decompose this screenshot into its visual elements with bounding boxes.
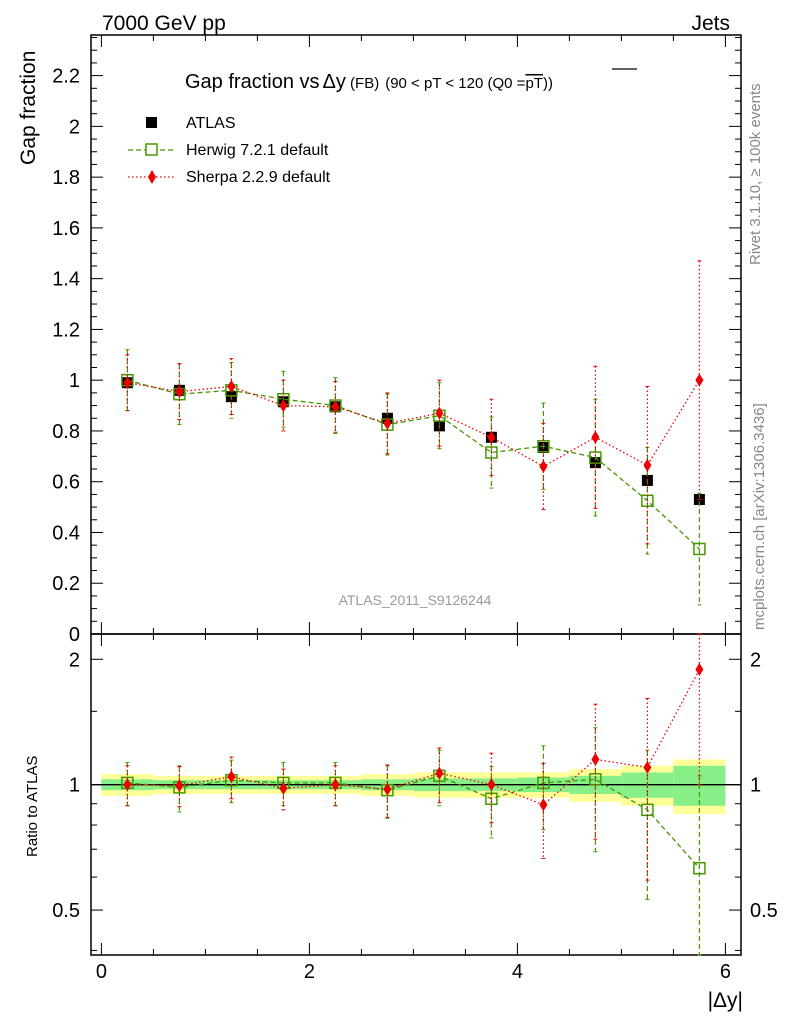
sherpa-point [279,399,288,413]
y-tick-label: 1.2 [52,319,80,341]
title-pt-bar: pT [525,75,543,92]
sherpa-point [227,380,236,394]
herwig-point [693,542,706,556]
sherpa-point [331,400,340,414]
herwig-point [485,446,498,459]
sherpa-ratio-point [435,766,444,780]
y-tick-label: 0.2 [52,573,80,595]
sherpa-point [695,373,704,387]
ratio-tick-label-left: 2 [69,649,80,671]
herwig-ratio-point [693,861,706,875]
sherpa-ratio-point [695,663,704,677]
y-axis-title: Gap fraction [17,51,40,165]
title-close: )) [543,75,553,92]
herwig-line [127,379,700,550]
legend: ATLAS Herwig 7.2.1 default Sherpa 2.2.9 … [128,115,331,186]
x-axis-title: |Δy| [708,989,743,1012]
sherpa-ratio-point [539,798,548,812]
sherpa-point [123,376,132,390]
title-delta: Δy [323,71,346,93]
mcplots-label: mcplots.cern.ch [arXiv:1306.3436] [751,403,768,630]
sherpa-ratio-point [487,778,496,792]
y-tick-label: 2.2 [52,66,80,88]
sherpa-point [383,416,392,430]
y-tick-label: 2 [69,116,80,138]
y-tick-label: 1.4 [52,269,80,291]
legend-sherpa-label: Sherpa 2.2.9 default [186,169,331,186]
header-right: Jets [691,12,730,35]
sherpa-point [643,458,652,472]
x-tick-label: 6 [720,961,731,983]
sherpa-point [175,385,184,399]
legend-herwig-label: Herwig 7.2.1 default [186,142,329,159]
ratio-tick-label-right: 1 [750,775,761,797]
sherpa-ratio-point [227,770,236,784]
axes-layer: 0 2 4 6 0 0.2 0.4 0.6 0.8 1 1.2 1.4 1.6 1.8 2 2.2 0.5 0.5… [52,34,778,983]
x-tick-label: 2 [304,961,315,983]
legend-herwig-marker [145,143,158,156]
title-cut: (90 < pT < 120 (Q0 = [385,75,525,92]
x-tick-label: 4 [512,961,523,983]
legend-sherpa-marker [148,170,156,184]
ratio-axis-title: Ratio to ATLAS [24,756,41,857]
sherpa-ratio-point [331,778,340,792]
marks-layer [121,260,706,956]
y-tick-label: 1 [69,370,80,392]
ratio-tick-label-right: 2 [750,649,761,671]
title-fb: (FB) [346,75,379,92]
herwig-ratio-line [127,775,700,869]
sherpa-point [539,459,548,473]
y-tick-label: 0 [69,624,80,646]
y-tick-label: 0.8 [52,421,80,443]
ratio-bands-layer [101,759,726,815]
analysis-watermark: ATLAS_2011_S9126244 [339,592,492,608]
sherpa-ratio-point [279,781,288,795]
legend-atlas-label: ATLAS [186,115,236,132]
sherpa-line [127,379,700,468]
legend-atlas-marker [146,117,157,128]
plot-title: Gap fraction vs Δy (FB) (90 < pT < 120 (Q0… [185,71,553,93]
sherpa-ratio-point [175,779,184,793]
ratio-tick-label-right: 0.5 [750,900,778,922]
sherpa-point [591,430,600,444]
ratio-plot-frame [90,633,742,956]
rivet-label: Rivet 3.1.10, ≥ 100k events [747,83,764,265]
header-left: 7000 GeV pp [102,12,226,35]
ratio-tick-label-left: 1 [69,775,80,797]
sherpa-ratio-point [591,752,600,766]
title-main: Gap fraction vs [185,71,320,93]
sherpa-ratio-point [383,782,392,796]
sherpa-point [487,430,496,444]
sherpa-point [435,406,444,420]
sherpa-ratio-point [123,778,132,792]
y-tick-label: 0.6 [52,472,80,494]
y-tick-label: 1.6 [52,218,80,240]
sherpa-ratio-point [643,760,652,774]
y-tick-label: 1.8 [52,167,80,189]
ratio-tick-label-left: 0.5 [52,900,80,922]
x-tick-label: 0 [96,961,107,983]
y-tick-label: 0.4 [52,522,80,544]
